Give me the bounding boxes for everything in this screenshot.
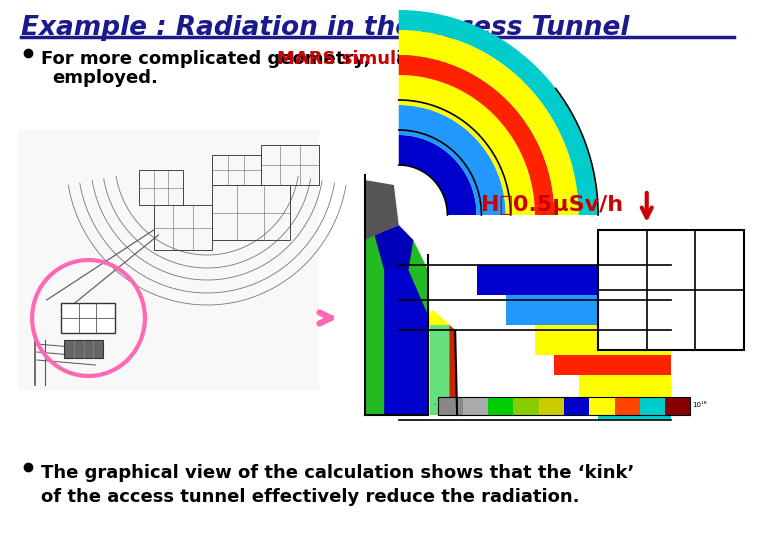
Text: H～0.5μSv/h: H～0.5μSv/h xyxy=(481,195,623,215)
Polygon shape xyxy=(428,310,452,415)
Bar xyxy=(615,397,640,415)
Text: 10¹⁸: 10¹⁸ xyxy=(693,402,707,408)
Bar xyxy=(261,145,319,185)
Bar xyxy=(346,85,749,445)
Polygon shape xyxy=(374,225,413,270)
Text: For more complicated geometry,: For more complicated geometry, xyxy=(41,50,377,68)
Bar xyxy=(64,340,103,358)
Bar xyxy=(430,325,449,415)
Bar xyxy=(564,397,590,415)
Polygon shape xyxy=(399,30,579,215)
Bar xyxy=(488,397,513,415)
Bar xyxy=(598,230,744,350)
Bar xyxy=(438,397,463,415)
Polygon shape xyxy=(399,135,477,215)
Bar xyxy=(590,397,615,415)
Bar xyxy=(212,155,261,185)
Bar xyxy=(535,325,671,355)
Polygon shape xyxy=(399,105,505,215)
Bar xyxy=(640,397,665,415)
Bar xyxy=(17,130,319,390)
Bar xyxy=(139,170,183,205)
Bar xyxy=(555,355,671,375)
Text: MARS simulation: MARS simulation xyxy=(277,50,448,68)
Polygon shape xyxy=(365,235,428,415)
Text: The graphical view of the calculation shows that the ‘kink’
of the access tunnel: The graphical view of the calculation sh… xyxy=(41,464,634,505)
Text: Example : Radiation in the Access Tunnel: Example : Radiation in the Access Tunnel xyxy=(21,15,629,41)
Bar xyxy=(477,265,671,295)
Text: is: is xyxy=(390,50,413,68)
Text: ·: · xyxy=(433,402,435,408)
Bar xyxy=(598,400,671,420)
Bar xyxy=(154,205,212,250)
Polygon shape xyxy=(385,270,428,415)
Bar xyxy=(463,397,488,415)
Polygon shape xyxy=(399,55,555,215)
Bar xyxy=(62,303,115,333)
Polygon shape xyxy=(399,10,598,215)
Polygon shape xyxy=(365,180,399,240)
Text: employed.: employed. xyxy=(52,69,158,87)
Bar xyxy=(212,185,290,240)
Bar xyxy=(438,397,690,415)
Bar xyxy=(665,397,690,415)
Polygon shape xyxy=(449,325,457,415)
Bar xyxy=(513,397,539,415)
Bar xyxy=(579,375,671,400)
Bar xyxy=(505,295,671,325)
Polygon shape xyxy=(399,75,535,215)
Bar xyxy=(539,397,564,415)
